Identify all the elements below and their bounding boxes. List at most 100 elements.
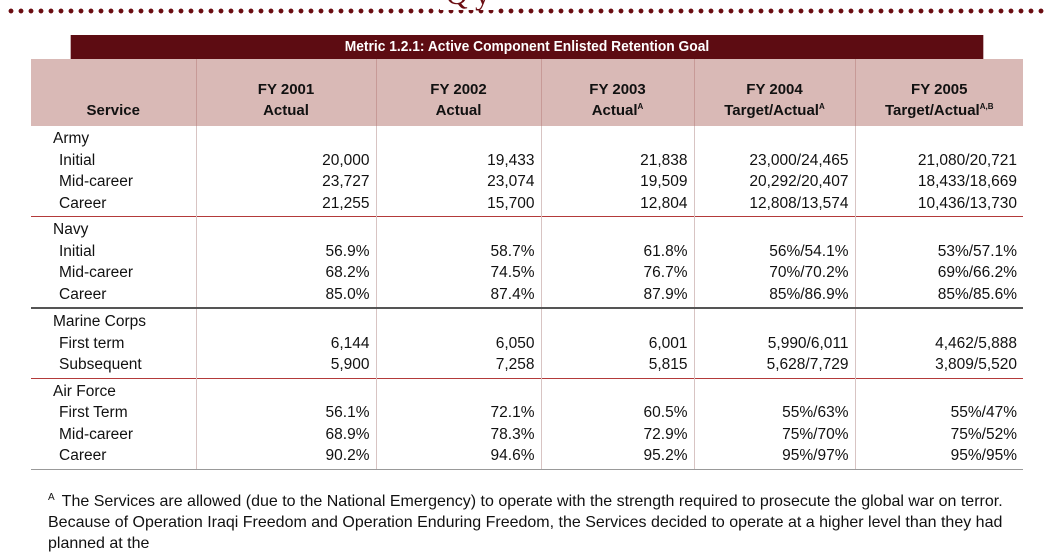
empty-cell <box>195 377 376 402</box>
row-label: Initial <box>59 242 96 260</box>
row-label: Mid-career <box>59 425 134 443</box>
footnote-marker: A <box>48 491 55 503</box>
empty-cell <box>693 377 855 402</box>
column-header-4: FY 2004 Target/ActualA <box>693 59 855 126</box>
column-header-2: FY 2002 Actual <box>375 59 541 126</box>
service-group-row: Navy <box>31 216 1023 241</box>
table-row: Career 90.2% 94.6% 95.2% 95%/97% 95%/95% <box>31 445 1023 470</box>
column-header-label: Actual <box>435 102 482 119</box>
column-header-line2: Service <box>41 100 186 121</box>
value-cell: 56%/54.1% <box>693 240 855 262</box>
value-cell: 18,433/18,669 <box>854 171 1023 193</box>
value-cell: 68.2% <box>195 262 376 284</box>
row-label: Career <box>59 285 107 303</box>
row-label: Mid-career <box>59 173 134 190</box>
column-header-line2: Actual <box>387 100 531 121</box>
table-title: Metric 1.2.1: Active Component Enlisted … <box>70 35 984 59</box>
row-label: Career <box>31 445 196 470</box>
column-header-footnote-marker: A <box>637 102 644 111</box>
table-row: Initial 20,000 19,433 21,838 23,000/24,465 21… <box>31 149 1023 171</box>
value-cell: 87.4% <box>375 283 541 308</box>
value-cell: 75%/70% <box>693 423 855 445</box>
value-cell: 19,433 <box>375 149 541 171</box>
page-heading-fragment: Q y <box>440 0 497 10</box>
value-cell: 15,700 <box>375 192 541 217</box>
table-row: Career 21,255 15,700 12,804 12,808/13,574 10,… <box>31 192 1023 217</box>
value-cell: 69%/66.2% <box>854 262 1023 284</box>
value-cell: 72.9% <box>540 423 694 445</box>
table-column-header: Service FY 2001 Actual FY 2002 Actual FY 2003… <box>31 59 1023 126</box>
column-header-footnote-marker: A,B <box>979 102 994 111</box>
value-cell: 95.2% <box>540 445 694 470</box>
value-cell: 6,001 <box>540 332 694 354</box>
column-header-5: FY 2005 Target/ActualA,B <box>854 59 1023 126</box>
empty-cell <box>375 126 541 150</box>
data-table: Service FY 2001 Actual FY 2002 Actual FY 2003… <box>31 59 1023 470</box>
value-cell: 61.8% <box>540 240 694 262</box>
service-group-row: Marine Corps <box>31 307 1023 333</box>
column-header-footnote-marker: A <box>818 102 825 111</box>
value-cell: 56.1% <box>195 402 376 424</box>
value-cell: 74.5% <box>375 262 541 284</box>
empty-cell <box>195 216 376 241</box>
empty-cell <box>693 126 855 150</box>
empty-cell <box>375 377 541 402</box>
value-cell: 21,255 <box>195 192 376 217</box>
empty-cell <box>540 307 694 333</box>
table-row: First Term 56.1% 72.1% 60.5% 55%/63% 55%/47% <box>31 402 1023 424</box>
value-cell: 20,292/20,407 <box>693 171 855 193</box>
value-cell: 7,258 <box>375 354 541 378</box>
table-row: First term 6,144 6,050 6,001 5,990/6,011 4,46… <box>31 332 1023 354</box>
value-cell: 20,000 <box>195 149 376 171</box>
column-header-3: FY 2003 ActualA <box>540 59 694 126</box>
column-header-line1: FY 2002 <box>430 81 487 98</box>
column-header-line1: FY 2004 <box>746 81 803 98</box>
value-cell: 21,080/20,721 <box>854 149 1023 171</box>
table-row: Mid-career 68.2% 74.5% 76.7% 70%/70.2% 69%/66… <box>31 262 1023 284</box>
value-cell: 58.7% <box>375 240 541 262</box>
service-name: Army <box>53 130 90 147</box>
value-cell: 21,838 <box>540 149 694 171</box>
retention-table: Metric 1.2.1: Active Component Enlisted … <box>31 35 1023 470</box>
empty-cell <box>854 377 1023 402</box>
column-header-line1: FY 2003 <box>589 81 646 98</box>
value-cell: 23,074 <box>375 171 541 193</box>
service-name: Air Force <box>31 377 196 402</box>
value-cell: 12,808/13,574 <box>693 192 855 217</box>
value-cell: 5,815 <box>540 354 694 378</box>
value-cell: 68.9% <box>195 423 376 445</box>
value-cell: 12,804 <box>540 192 694 217</box>
row-label: Mid-career <box>59 264 134 281</box>
empty-cell <box>693 307 855 333</box>
service-name: Navy <box>31 216 196 241</box>
empty-cell <box>540 126 694 150</box>
table-row: Career 85.0% 87.4% 87.9% 85%/86.9% 85%/85.6% <box>31 283 1023 308</box>
value-cell: 76.7% <box>540 262 694 284</box>
value-cell: 95%/97% <box>693 445 855 470</box>
value-cell: 5,990/6,011 <box>693 332 855 354</box>
value-cell: 72.1% <box>375 402 541 424</box>
value-cell: 23,000/24,465 <box>693 149 855 171</box>
column-header-label: Target/Actual <box>724 102 819 119</box>
row-label: Career <box>59 194 107 212</box>
empty-cell <box>854 126 1023 150</box>
value-cell: 53%/57.1% <box>854 240 1023 262</box>
value-cell: 60.5% <box>540 402 694 424</box>
value-cell: 5,628/7,729 <box>693 354 855 378</box>
dotted-rule <box>6 6 1046 16</box>
value-cell: 78.3% <box>375 423 541 445</box>
row-label: First term <box>59 334 125 352</box>
empty-cell <box>375 307 541 333</box>
table-body: Army Initial 20,000 19,433 21,838 23,000/24,4… <box>31 126 1023 470</box>
empty-cell <box>540 216 694 241</box>
column-header-1: FY 2001 Actual <box>195 59 376 126</box>
value-cell: 6,050 <box>375 332 541 354</box>
row-label: Initial <box>59 151 96 169</box>
row-label: Subsequent <box>59 356 142 373</box>
column-header-line1: FY 2001 <box>257 81 315 98</box>
column-header-service: Service <box>31 59 196 126</box>
value-cell: 5,900 <box>195 354 376 378</box>
value-cell: 10,436/13,730 <box>854 192 1023 217</box>
value-cell: 90.2% <box>195 445 376 470</box>
table-row: Subsequent 5,900 7,258 5,815 5,628/7,729 3,80… <box>31 354 1023 378</box>
